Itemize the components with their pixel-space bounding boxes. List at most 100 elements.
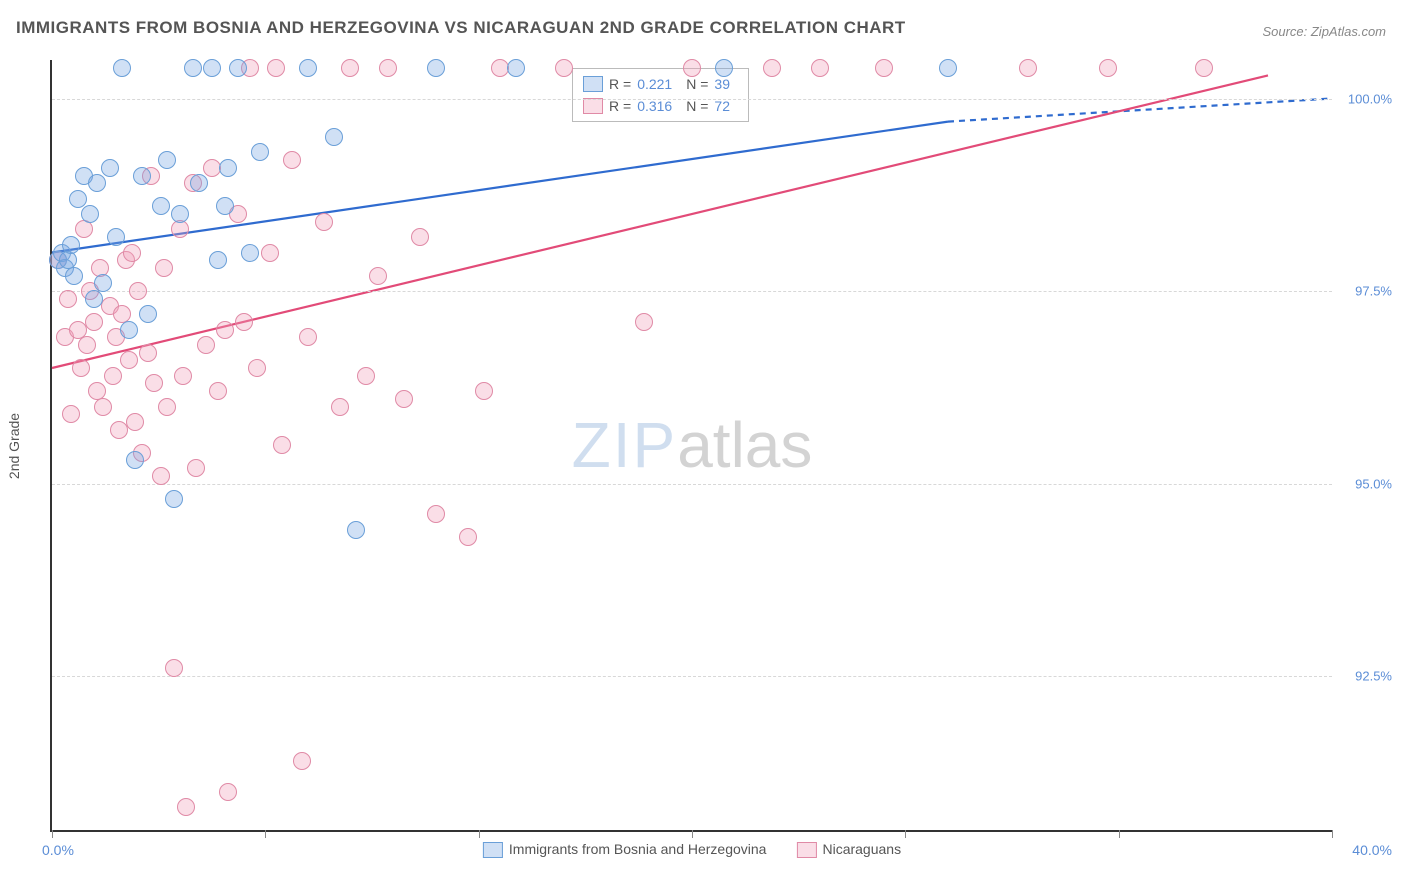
data-point	[315, 213, 333, 231]
data-point	[62, 236, 80, 254]
data-point	[78, 336, 96, 354]
data-point	[216, 197, 234, 215]
data-point	[209, 382, 227, 400]
data-point	[715, 59, 733, 77]
data-point	[107, 228, 125, 246]
data-point	[113, 59, 131, 77]
data-point	[251, 143, 269, 161]
data-point	[139, 305, 157, 323]
data-point	[152, 467, 170, 485]
data-point	[120, 351, 138, 369]
data-point	[763, 59, 781, 77]
data-point	[85, 313, 103, 331]
data-point	[139, 344, 157, 362]
data-point	[875, 59, 893, 77]
x-max-label: 40.0%	[1352, 842, 1392, 858]
data-point	[94, 274, 112, 292]
data-point	[88, 174, 106, 192]
data-point	[635, 313, 653, 331]
legend-swatch	[583, 98, 603, 114]
data-point	[341, 59, 359, 77]
data-point	[184, 59, 202, 77]
data-point	[120, 321, 138, 339]
data-point	[411, 228, 429, 246]
data-point	[1019, 59, 1037, 77]
data-point	[283, 151, 301, 169]
data-point	[171, 205, 189, 223]
data-point	[293, 752, 311, 770]
data-point	[379, 59, 397, 77]
data-point	[219, 783, 237, 801]
legend-r-label: R =	[609, 73, 631, 95]
legend-swatch	[483, 842, 503, 858]
data-point	[187, 459, 205, 477]
data-point	[459, 528, 477, 546]
data-point	[126, 451, 144, 469]
data-point	[62, 405, 80, 423]
trend-lines-svg	[52, 60, 1332, 830]
data-point	[126, 413, 144, 431]
data-point	[129, 282, 147, 300]
data-point	[69, 190, 87, 208]
data-point	[133, 167, 151, 185]
bottom-legend-item: Immigrants from Bosnia and Herzegovina	[483, 841, 767, 858]
gridline-h	[52, 676, 1332, 677]
data-point	[209, 251, 227, 269]
data-point	[235, 313, 253, 331]
data-point	[65, 267, 83, 285]
data-point	[123, 244, 141, 262]
data-point	[155, 259, 173, 277]
data-point	[555, 59, 573, 77]
data-point	[190, 174, 208, 192]
y-tick-label: 95.0%	[1355, 476, 1392, 491]
plot-area: ZIPatlas R =0.221N =39R =0.316N =72 0.0%…	[50, 60, 1332, 832]
data-point	[85, 290, 103, 308]
data-point	[683, 59, 701, 77]
data-point	[104, 367, 122, 385]
x-tick-mark	[1332, 830, 1333, 838]
data-point	[248, 359, 266, 377]
x-tick-mark	[479, 830, 480, 838]
bottom-legend-label: Immigrants from Bosnia and Herzegovina	[509, 841, 767, 857]
data-point	[165, 659, 183, 677]
data-point	[216, 321, 234, 339]
data-point	[299, 59, 317, 77]
chart-title: IMMIGRANTS FROM BOSNIA AND HERZEGOVINA V…	[16, 18, 906, 38]
data-point	[369, 267, 387, 285]
data-point	[101, 159, 119, 177]
trend-line	[948, 99, 1332, 122]
data-point	[75, 220, 93, 238]
data-point	[219, 159, 237, 177]
data-point	[177, 798, 195, 816]
data-point	[427, 505, 445, 523]
data-point	[475, 382, 493, 400]
x-tick-mark	[1119, 830, 1120, 838]
bottom-legend-label: Nicaraguans	[822, 841, 901, 857]
bottom-legend-item: Nicaraguans	[796, 841, 901, 858]
data-point	[171, 220, 189, 238]
data-point	[81, 205, 99, 223]
x-tick-mark	[52, 830, 53, 838]
x-tick-mark	[905, 830, 906, 838]
gridline-h	[52, 99, 1332, 100]
data-point	[1099, 59, 1117, 77]
x-min-label: 0.0%	[42, 842, 74, 858]
data-point	[241, 244, 259, 262]
legend-swatch	[796, 842, 816, 858]
legend-r-value: 0.221	[637, 73, 672, 95]
stat-legend-row: R =0.221N =39	[583, 73, 738, 95]
data-point	[59, 290, 77, 308]
data-point	[395, 390, 413, 408]
data-point	[174, 367, 192, 385]
data-point	[347, 521, 365, 539]
data-point	[94, 398, 112, 416]
data-point	[811, 59, 829, 77]
data-point	[357, 367, 375, 385]
x-tick-mark	[265, 830, 266, 838]
data-point	[507, 59, 525, 77]
data-point	[273, 436, 291, 454]
gridline-h	[52, 291, 1332, 292]
data-point	[267, 59, 285, 77]
data-point	[261, 244, 279, 262]
data-point	[72, 359, 90, 377]
